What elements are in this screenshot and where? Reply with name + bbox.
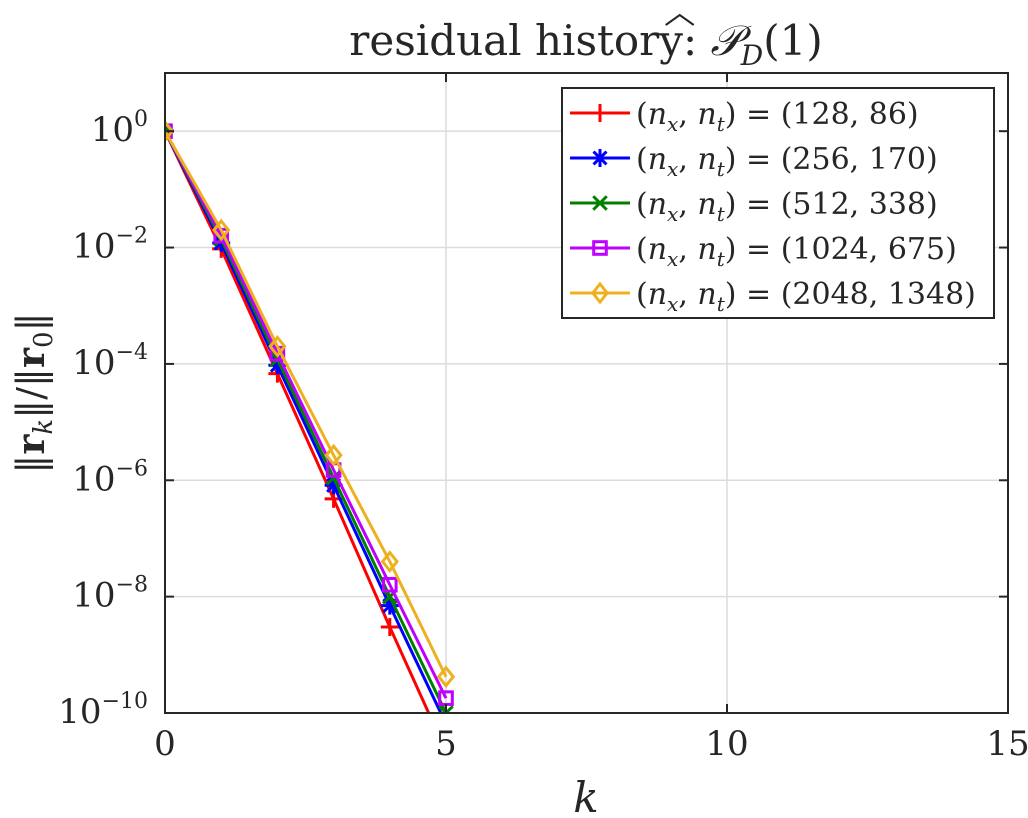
series-clip-group bbox=[165, 119, 456, 713]
legend-entry: (nx, nt) = (256, 170) bbox=[570, 142, 938, 181]
legend-label: (nx, nt) = (256, 170) bbox=[636, 142, 938, 181]
legend-entry: (nx, nt) = (1024, 675) bbox=[570, 232, 957, 271]
x-tick-label: 10 bbox=[705, 724, 748, 764]
legend-label: (nx, nt) = (1024, 675) bbox=[636, 232, 957, 271]
series-line-4 bbox=[165, 130, 448, 678]
series-group bbox=[165, 119, 456, 713]
data-point bbox=[592, 240, 608, 256]
x-axis-label: k bbox=[573, 773, 598, 818]
data-point bbox=[436, 665, 456, 689]
data-point bbox=[324, 443, 343, 467]
data-point bbox=[438, 705, 454, 713]
data-point bbox=[380, 550, 399, 574]
data-point bbox=[165, 119, 175, 143]
legend-entry: (nx, nt) = (128, 86) bbox=[570, 97, 919, 136]
x-tick-label: 0 bbox=[154, 724, 176, 764]
axes-box bbox=[164, 72, 1009, 714]
data-point bbox=[268, 334, 287, 358]
y-tick-label: 10−2 bbox=[72, 224, 148, 267]
data-point bbox=[380, 618, 399, 637]
title-hat bbox=[665, 13, 695, 26]
y-tick-label: 100 bbox=[91, 107, 148, 150]
x-tick-label: 5 bbox=[435, 724, 457, 764]
y-axis-label: ‖rk‖/‖r0‖ bbox=[8, 312, 59, 473]
chart-title: residual history: 𝒫D(1) bbox=[349, 16, 822, 72]
data-point bbox=[591, 149, 609, 167]
legend-entry: (nx, nt) = (2048, 1348) bbox=[570, 277, 976, 316]
y-tick-label: 10−10 bbox=[58, 689, 148, 732]
y-tick-label: 10−6 bbox=[72, 456, 148, 499]
legend-label: (nx, nt) = (2048, 1348) bbox=[636, 277, 976, 316]
legend-label: (nx, nt) = (512, 338) bbox=[636, 187, 938, 226]
data-point bbox=[212, 218, 231, 242]
legend: (nx, nt) = (128, 86) (nx, nt) = (256, 170… bbox=[561, 87, 995, 319]
data-point bbox=[382, 576, 398, 593]
series-line-3 bbox=[165, 130, 448, 699]
y-tick-label: 10−8 bbox=[72, 573, 148, 616]
data-point bbox=[592, 195, 608, 211]
data-point bbox=[590, 281, 610, 305]
data-point bbox=[591, 104, 609, 122]
legend-box bbox=[561, 87, 995, 319]
series-line-0 bbox=[165, 130, 431, 713]
legend-label: (nx, nt) = (128, 86) bbox=[636, 97, 919, 136]
y-tick-label: 10−4 bbox=[72, 340, 148, 383]
x-tick-label: 15 bbox=[986, 724, 1028, 764]
ticks: 0 5 10 15 100 10−2 10−4 10−6 10−8 10−10 bbox=[58, 73, 1028, 764]
legend-entry: (nx, nt) = (512, 338) bbox=[570, 187, 938, 226]
